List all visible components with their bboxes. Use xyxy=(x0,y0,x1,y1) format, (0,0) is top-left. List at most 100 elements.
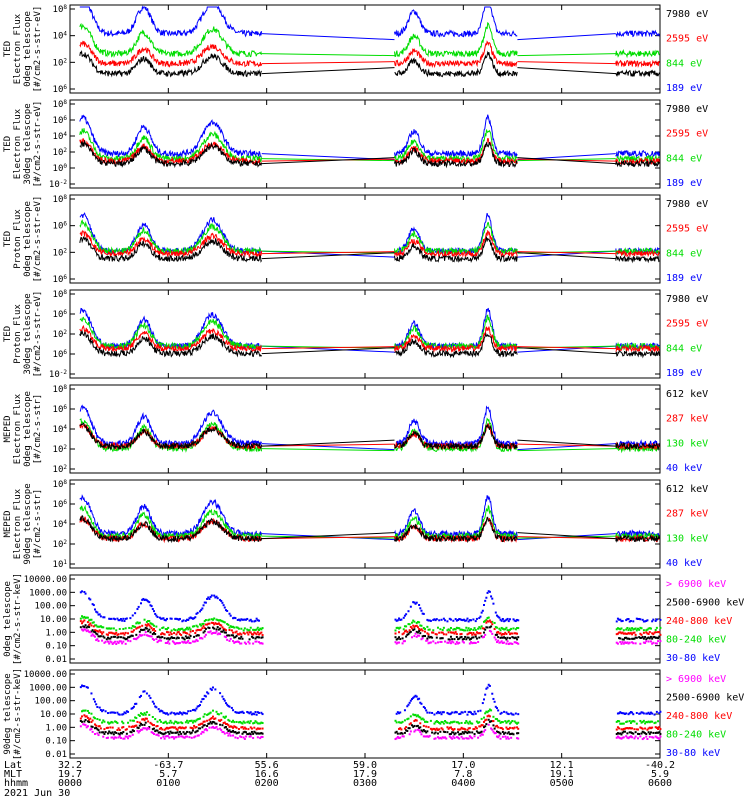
data-point xyxy=(243,641,246,644)
data-point xyxy=(454,628,457,631)
data-point xyxy=(441,721,444,724)
data-point xyxy=(465,619,468,622)
data-point xyxy=(446,721,449,724)
data-point xyxy=(484,712,487,715)
data-point xyxy=(103,728,106,731)
data-point xyxy=(646,632,649,635)
data-point xyxy=(157,731,160,734)
data-point xyxy=(484,633,487,636)
data-point xyxy=(420,718,423,721)
data-point xyxy=(101,731,104,734)
data-point xyxy=(170,731,173,734)
data-point xyxy=(115,731,118,734)
data-point xyxy=(93,624,96,627)
legend-entry: 287 keV xyxy=(666,509,708,520)
series-blue-trace xyxy=(79,114,262,159)
data-point xyxy=(507,713,510,716)
data-point xyxy=(498,632,501,635)
data-point xyxy=(455,633,458,636)
data-point xyxy=(90,634,93,637)
data-point xyxy=(96,625,99,628)
data-point xyxy=(178,617,181,620)
data-point xyxy=(187,721,190,724)
data-point xyxy=(83,615,86,618)
data-point xyxy=(503,636,506,639)
data-point xyxy=(459,633,462,636)
data-point xyxy=(237,641,240,644)
data-point xyxy=(138,625,141,628)
data-point xyxy=(439,640,442,643)
data-point xyxy=(632,631,635,634)
data-point xyxy=(134,716,137,719)
data-point xyxy=(147,630,150,633)
data-point xyxy=(411,621,414,624)
data-point xyxy=(210,688,213,691)
data-point xyxy=(252,633,255,636)
data-point xyxy=(483,627,485,630)
legend-entry: 30-80 keV xyxy=(666,653,720,664)
data-point xyxy=(207,626,210,629)
data-point xyxy=(438,631,441,634)
data-point xyxy=(481,724,484,727)
legend-entry: > 6900 keV xyxy=(666,579,726,590)
data-point xyxy=(223,732,226,735)
data-point xyxy=(488,708,491,711)
data-point xyxy=(638,712,641,715)
data-point xyxy=(121,632,124,635)
legend-entry: 80-240 keV xyxy=(666,635,726,646)
data-point xyxy=(219,619,222,622)
data-point xyxy=(219,623,222,626)
data-point xyxy=(102,709,105,712)
data-point xyxy=(647,731,650,734)
data-point xyxy=(395,642,398,645)
data-point xyxy=(439,736,442,739)
data-point xyxy=(659,618,662,621)
data-point xyxy=(186,641,189,644)
data-point xyxy=(84,715,87,718)
data-point xyxy=(513,632,516,635)
data-point xyxy=(635,636,638,639)
data-point xyxy=(211,686,214,689)
data-point xyxy=(418,628,421,631)
data-point xyxy=(136,626,139,629)
data-point xyxy=(114,736,117,739)
data-point xyxy=(148,624,151,627)
data-point xyxy=(211,715,214,718)
data-point xyxy=(648,627,651,630)
data-point xyxy=(401,720,404,723)
y-axis-label: TEDElectron Flux0deg telescope[#/cm2-s-s… xyxy=(3,6,43,93)
data-point xyxy=(195,719,198,722)
data-point xyxy=(648,732,651,735)
data-point xyxy=(161,732,164,735)
data-point xyxy=(240,736,243,739)
data-point xyxy=(465,731,468,734)
data-point xyxy=(619,737,622,740)
data-point xyxy=(394,632,397,635)
data-point xyxy=(191,709,194,712)
data-point xyxy=(415,635,418,638)
data-point xyxy=(425,720,428,723)
data-point xyxy=(411,698,414,701)
data-point xyxy=(415,719,418,722)
data-point xyxy=(247,733,250,736)
data-point xyxy=(131,725,134,728)
data-point xyxy=(492,715,495,718)
data-point xyxy=(514,620,517,623)
data-point xyxy=(193,724,196,727)
data-point xyxy=(406,729,409,732)
data-point xyxy=(451,640,454,643)
data-point xyxy=(407,610,410,613)
data-point xyxy=(174,629,177,632)
data-point xyxy=(458,713,461,716)
data-point xyxy=(499,632,502,635)
data-point xyxy=(517,642,520,645)
data-point xyxy=(492,602,495,605)
data-point xyxy=(182,711,185,714)
series-blue-gap-line xyxy=(517,33,616,41)
data-point xyxy=(498,731,501,734)
data-point xyxy=(453,632,456,635)
data-point xyxy=(156,641,159,644)
data-point xyxy=(109,711,112,714)
data-point xyxy=(154,730,157,733)
data-point xyxy=(215,595,218,598)
